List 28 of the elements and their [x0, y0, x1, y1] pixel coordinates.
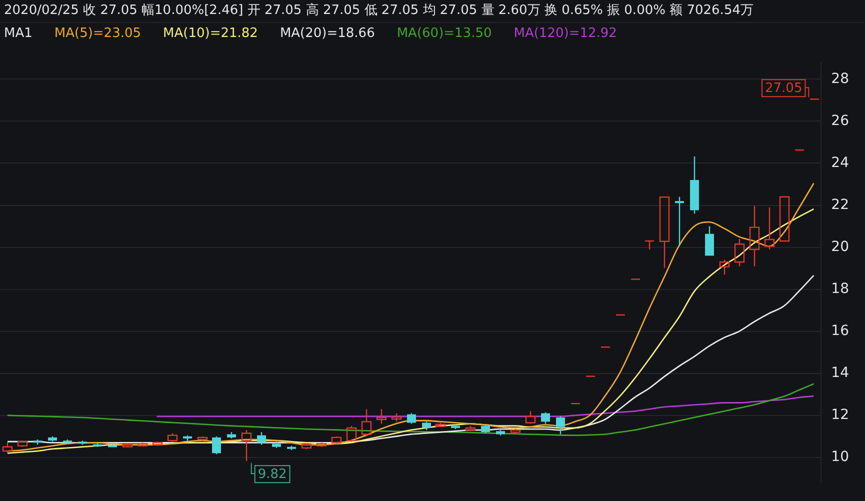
text: MA(20)=18.66 — [280, 26, 375, 41]
y-tick-label: 16 — [831, 322, 850, 339]
text: MA(60)=13.50 — [396, 26, 492, 41]
candlestick — [241, 429, 252, 462]
candlestick — [749, 205, 760, 267]
candlestick — [734, 238, 745, 267]
y-tick-label: 22 — [831, 196, 850, 213]
line-series — [6, 383, 814, 436]
text: MA(10)=21.82 — [163, 26, 258, 41]
annotation: 9.82 — [258, 467, 287, 482]
text: MA(120)=12.92 — [514, 26, 617, 41]
y-tick-label: 26 — [831, 112, 850, 129]
y-tick-label: 18 — [831, 280, 850, 297]
candlestick — [764, 206, 775, 250]
y-tick-label: 24 — [831, 154, 850, 171]
chart-title: 2020/02/25 收 27.05 幅10.00%[2.46] 开 27.05 高 27.05 低 27.05 均 27.05 量 2.60万 换 0.65% 振 0.00% 额 7026.54万 — [0, 0, 865, 23]
annotation: 27.05 — [765, 81, 802, 96]
y-tick-label: 12 — [831, 407, 850, 424]
y-tick-label: 28 — [831, 70, 850, 87]
y-tick-label: 20 — [831, 238, 850, 255]
candlestick — [376, 408, 387, 424]
candlestick — [659, 196, 670, 268]
candlestick — [361, 408, 372, 437]
legend-title: MA1 — [4, 26, 32, 41]
y-tick-label: 10 — [831, 449, 850, 466]
text: MA(5)=23.05 — [54, 26, 142, 41]
candlestick — [719, 259, 730, 276]
y-tick-label: 14 — [831, 364, 850, 381]
